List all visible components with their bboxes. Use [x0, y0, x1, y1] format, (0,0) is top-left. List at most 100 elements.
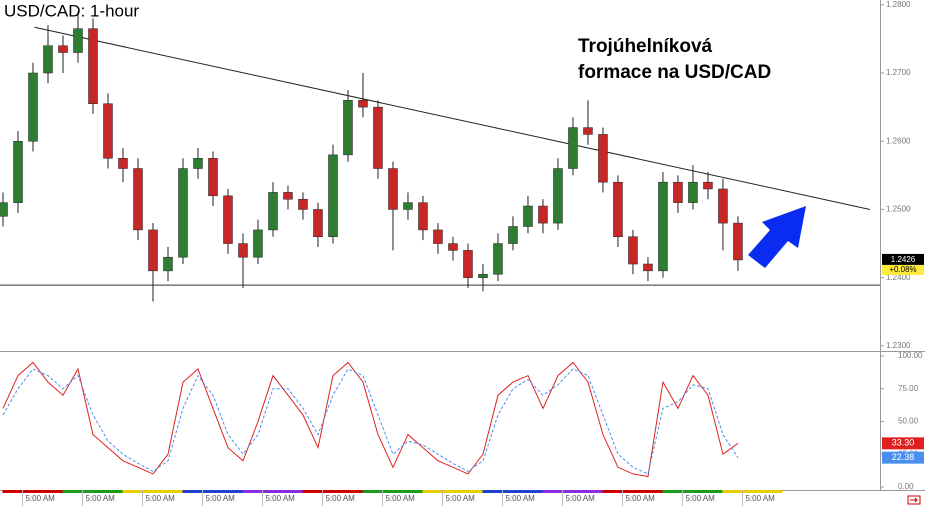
- candle-body: [598, 134, 608, 183]
- x-tick-label: 5:00 AM: [565, 494, 595, 503]
- candle-body: [673, 181, 683, 203]
- x-tick-label: 5:00 AM: [145, 494, 175, 503]
- session-bar: [122, 490, 183, 493]
- trend-line: [34, 26, 871, 210]
- candle-body: [658, 181, 668, 272]
- scroll-icon: [910, 497, 918, 503]
- candle-body: [313, 209, 323, 237]
- candle-body: [208, 158, 218, 197]
- y-tick-label: 1.2400: [886, 273, 911, 282]
- candle-body: [268, 192, 278, 231]
- candle-body: [388, 168, 398, 210]
- candle-body: [403, 202, 413, 210]
- candle-body: [433, 229, 443, 244]
- session-bar: [182, 490, 243, 493]
- session-bar: [302, 490, 363, 493]
- price-label: 1.2426: [891, 255, 916, 264]
- x-tick-label: 5:00 AM: [265, 494, 295, 503]
- candle-body: [223, 195, 233, 244]
- value-label: 33.30: [892, 438, 915, 448]
- candle-body: [553, 168, 563, 224]
- candle-body: [688, 181, 698, 203]
- value-label: 22.38: [892, 452, 915, 462]
- candle-body: [43, 45, 53, 74]
- candle-body: [613, 181, 623, 237]
- y-tick-label: 1.2500: [886, 205, 911, 214]
- y-tick-label: 75.00: [898, 384, 919, 393]
- value-box: [882, 437, 924, 450]
- candle-body: [13, 140, 23, 203]
- candle-body: [133, 168, 143, 231]
- candle-body: [538, 205, 548, 224]
- candle-body: [28, 72, 38, 142]
- candle-body: [523, 205, 533, 227]
- candle-body: [493, 243, 503, 275]
- candle-body: [58, 45, 68, 53]
- candle-body: [583, 127, 593, 135]
- candle-body: [73, 28, 83, 53]
- x-tick-label: 5:00 AM: [685, 494, 715, 503]
- session-bar: [722, 490, 783, 493]
- change-label: +0.08%: [889, 265, 916, 274]
- annotation: Trojúhelníková: [578, 36, 713, 57]
- y-tick-label: 50.00: [898, 417, 919, 426]
- candle-body: [643, 263, 653, 272]
- chart-title: USD/CAD: 1-hour: [4, 1, 139, 20]
- candle-body: [568, 127, 578, 169]
- x-tick-label: 5:00 AM: [385, 494, 415, 503]
- candle-body: [118, 158, 128, 169]
- candle-body: [508, 226, 518, 244]
- candle-body: [178, 168, 188, 258]
- candle-body: [463, 250, 473, 278]
- stochastic-line: [2, 368, 739, 475]
- x-tick-label: 5:00 AM: [325, 494, 355, 503]
- stochastic-line: [2, 361, 739, 478]
- candle-body: [88, 28, 98, 104]
- candle-body: [358, 100, 368, 108]
- y-tick-label: 1.2300: [886, 341, 911, 350]
- x-tick-label: 5:00 AM: [25, 494, 55, 503]
- candle-body: [703, 181, 713, 190]
- x-tick-label: 5:00 AM: [745, 494, 775, 503]
- session-bar: [482, 490, 543, 493]
- candle-body: [628, 236, 638, 265]
- arrow: [748, 206, 806, 268]
- session-bar: [602, 490, 663, 493]
- session-bar: [242, 490, 303, 493]
- candle-body: [253, 229, 263, 258]
- candle-body: [148, 229, 158, 272]
- y-tick-label: 1.2600: [886, 136, 911, 145]
- annotation: formace na USD/CAD: [578, 62, 771, 83]
- candle-body: [343, 100, 353, 156]
- y-tick-label: 100.00: [898, 351, 923, 360]
- x-tick-label: 5:00 AM: [205, 494, 235, 503]
- candle-body: [103, 103, 113, 159]
- session-bar: [362, 490, 423, 493]
- x-tick-label: 5:00 AM: [85, 494, 115, 503]
- candle-body: [0, 202, 8, 217]
- candle-body: [238, 243, 248, 258]
- y-tick-label: 1.2700: [886, 68, 911, 77]
- candle-body: [298, 198, 308, 210]
- change-box: [882, 264, 924, 275]
- candle-body: [418, 202, 428, 231]
- y-tick-label: 0.00: [898, 482, 914, 491]
- candle-body: [718, 188, 728, 224]
- x-tick-label: 5:00 AM: [445, 494, 475, 503]
- candle-body: [193, 158, 203, 169]
- candle-body: [283, 192, 293, 200]
- candle-body: [478, 274, 488, 278]
- y-tick-label: 1.2800: [886, 0, 911, 9]
- x-tick-label: 5:00 AM: [625, 494, 655, 503]
- x-tick-label: 5:00 AM: [505, 494, 535, 503]
- session-bar: [662, 490, 723, 493]
- session-bar: [422, 490, 483, 493]
- candle-body: [328, 154, 338, 237]
- price-box: [882, 253, 924, 265]
- session-bar: [542, 490, 603, 493]
- candle-body: [373, 106, 383, 169]
- session-bar: [62, 490, 123, 493]
- candle-body: [163, 256, 173, 272]
